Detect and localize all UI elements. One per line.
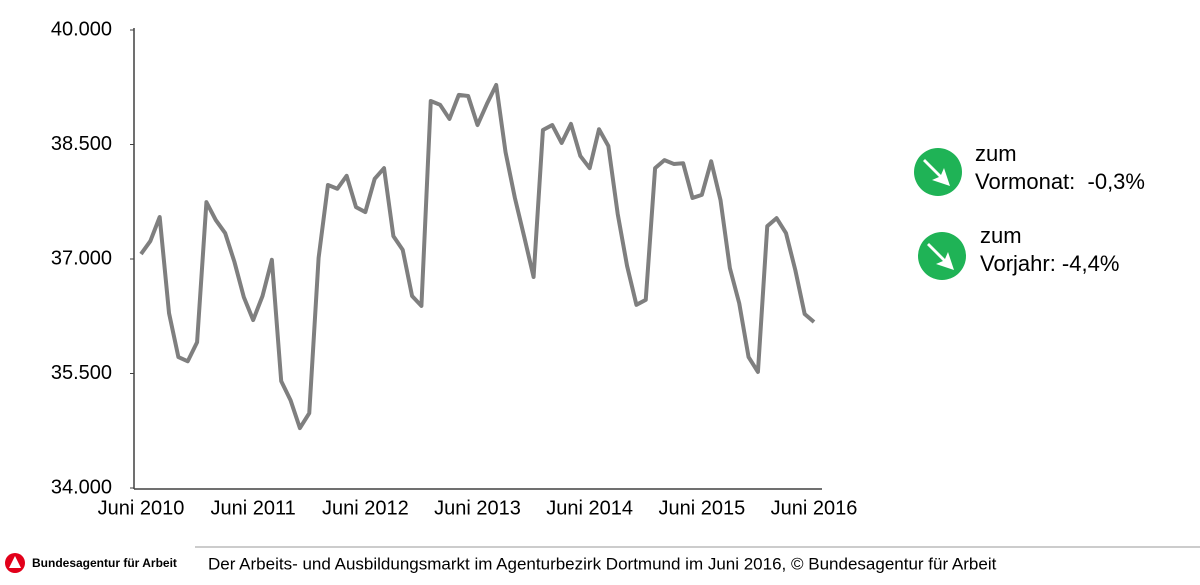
x-tick-label: Juni 2012: [322, 497, 409, 519]
annotation: Vormonat: -0,3%: [975, 169, 1145, 194]
y-tick-label: 40.000: [51, 18, 112, 40]
footer-caption: Der Arbeits- und Ausbildungsmarkt im Age…: [208, 554, 997, 573]
logo: [5, 553, 25, 573]
annotation: zum: [980, 223, 1022, 248]
annotation-icon: [914, 148, 962, 196]
annotation-icon: [918, 232, 966, 280]
y-tick-label: 34.000: [51, 476, 112, 498]
y-tick-label: 38.500: [51, 133, 112, 155]
x-tick-label: Juni 2011: [211, 497, 296, 519]
y-tick-label: 35.500: [51, 362, 112, 384]
x-tick-label: Juni 2015: [658, 497, 745, 519]
x-tick-label: Juni 2013: [434, 497, 521, 519]
annotation: zum: [975, 141, 1017, 166]
annotation: Vorjahr: -4,4%: [980, 251, 1119, 276]
y-tick-label: 37.000: [51, 247, 112, 269]
x-tick-label: Juni 2016: [771, 497, 858, 519]
line-series: [139, 82, 816, 431]
x-tick-label: Juni 2014: [546, 497, 633, 519]
logo-text: Bundesagentur für Arbeit: [32, 556, 177, 570]
x-tick-label: Juni 2010: [98, 497, 185, 519]
